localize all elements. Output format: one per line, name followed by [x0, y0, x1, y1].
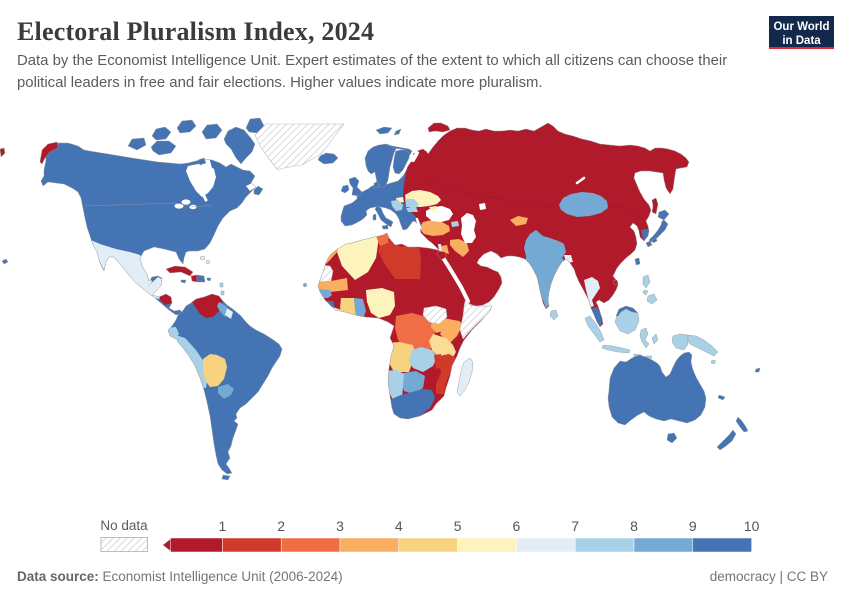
svg-text:7: 7: [571, 518, 579, 534]
svg-text:1: 1: [219, 518, 227, 534]
svg-text:10: 10: [744, 518, 760, 534]
svg-text:3: 3: [336, 518, 344, 534]
svg-text:4: 4: [395, 518, 403, 534]
svg-text:5: 5: [454, 518, 462, 534]
svg-text:2: 2: [277, 518, 285, 534]
svg-text:8: 8: [630, 518, 638, 534]
svg-text:6: 6: [513, 518, 521, 534]
svg-text:No data: No data: [100, 518, 148, 533]
svg-text:9: 9: [689, 518, 697, 534]
